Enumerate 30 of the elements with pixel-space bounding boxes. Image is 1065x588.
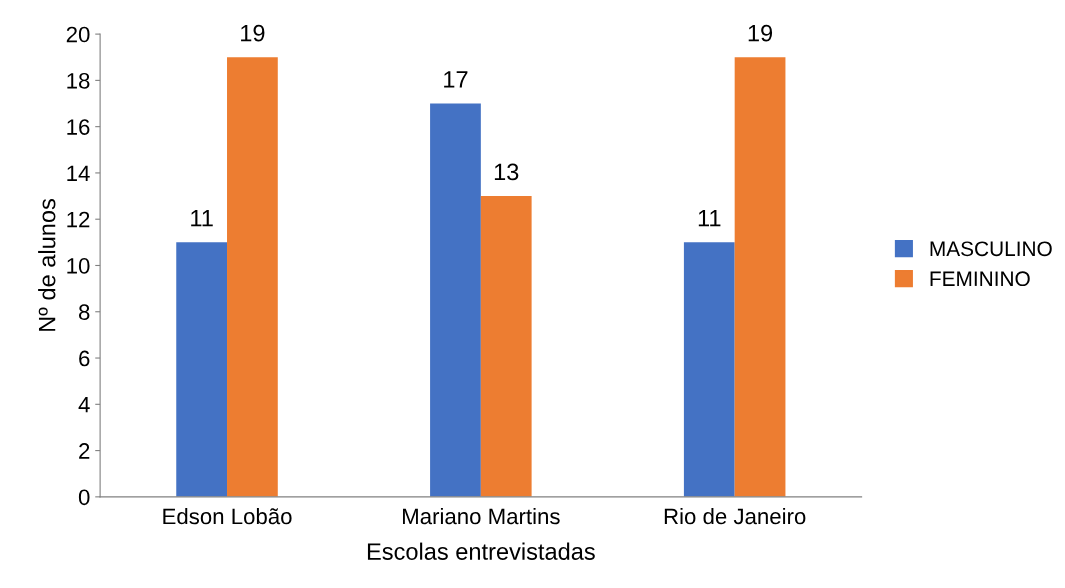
y-tick-label: 10 [67, 258, 90, 274]
x-tick-label: Edson Lobão [163, 507, 292, 525]
y-tick-label: 14 [67, 165, 90, 181]
data-label: 13 [494, 163, 519, 181]
legend-label: FEMININO [930, 271, 1030, 287]
y-tick-label: 18 [67, 72, 90, 89]
data-label: 19 [748, 24, 773, 42]
bar [683, 242, 735, 497]
data-label: 17 [444, 71, 468, 88]
legend-label: MASCULINO [930, 241, 1052, 257]
y-axis-title: Nº de alunos [38, 199, 56, 331]
bar [430, 103, 481, 497]
y-tick-label: 12 [67, 211, 90, 228]
x-tick-label: Mariano Martins [403, 507, 560, 525]
bar [734, 57, 786, 497]
data-label: 11 [698, 210, 721, 227]
bar [227, 57, 278, 497]
y-tick-label: 2 [79, 443, 90, 459]
data-label: 19 [241, 24, 265, 42]
y-tick-label: 16 [67, 119, 90, 135]
y-tick-label: 8 [79, 304, 90, 321]
y-tick-label: 0 [78, 489, 90, 506]
bar [176, 242, 228, 497]
x-tick-label: Rio de Janeiro [664, 507, 806, 525]
x-axis-title: Escolas entrevistadas [367, 542, 595, 560]
bar [480, 196, 532, 497]
y-tick-label: 4 [78, 397, 90, 413]
data-label: 11 [191, 210, 213, 227]
y-tick-label: 6 [79, 350, 90, 367]
y-tick-label: 20 [66, 26, 90, 43]
